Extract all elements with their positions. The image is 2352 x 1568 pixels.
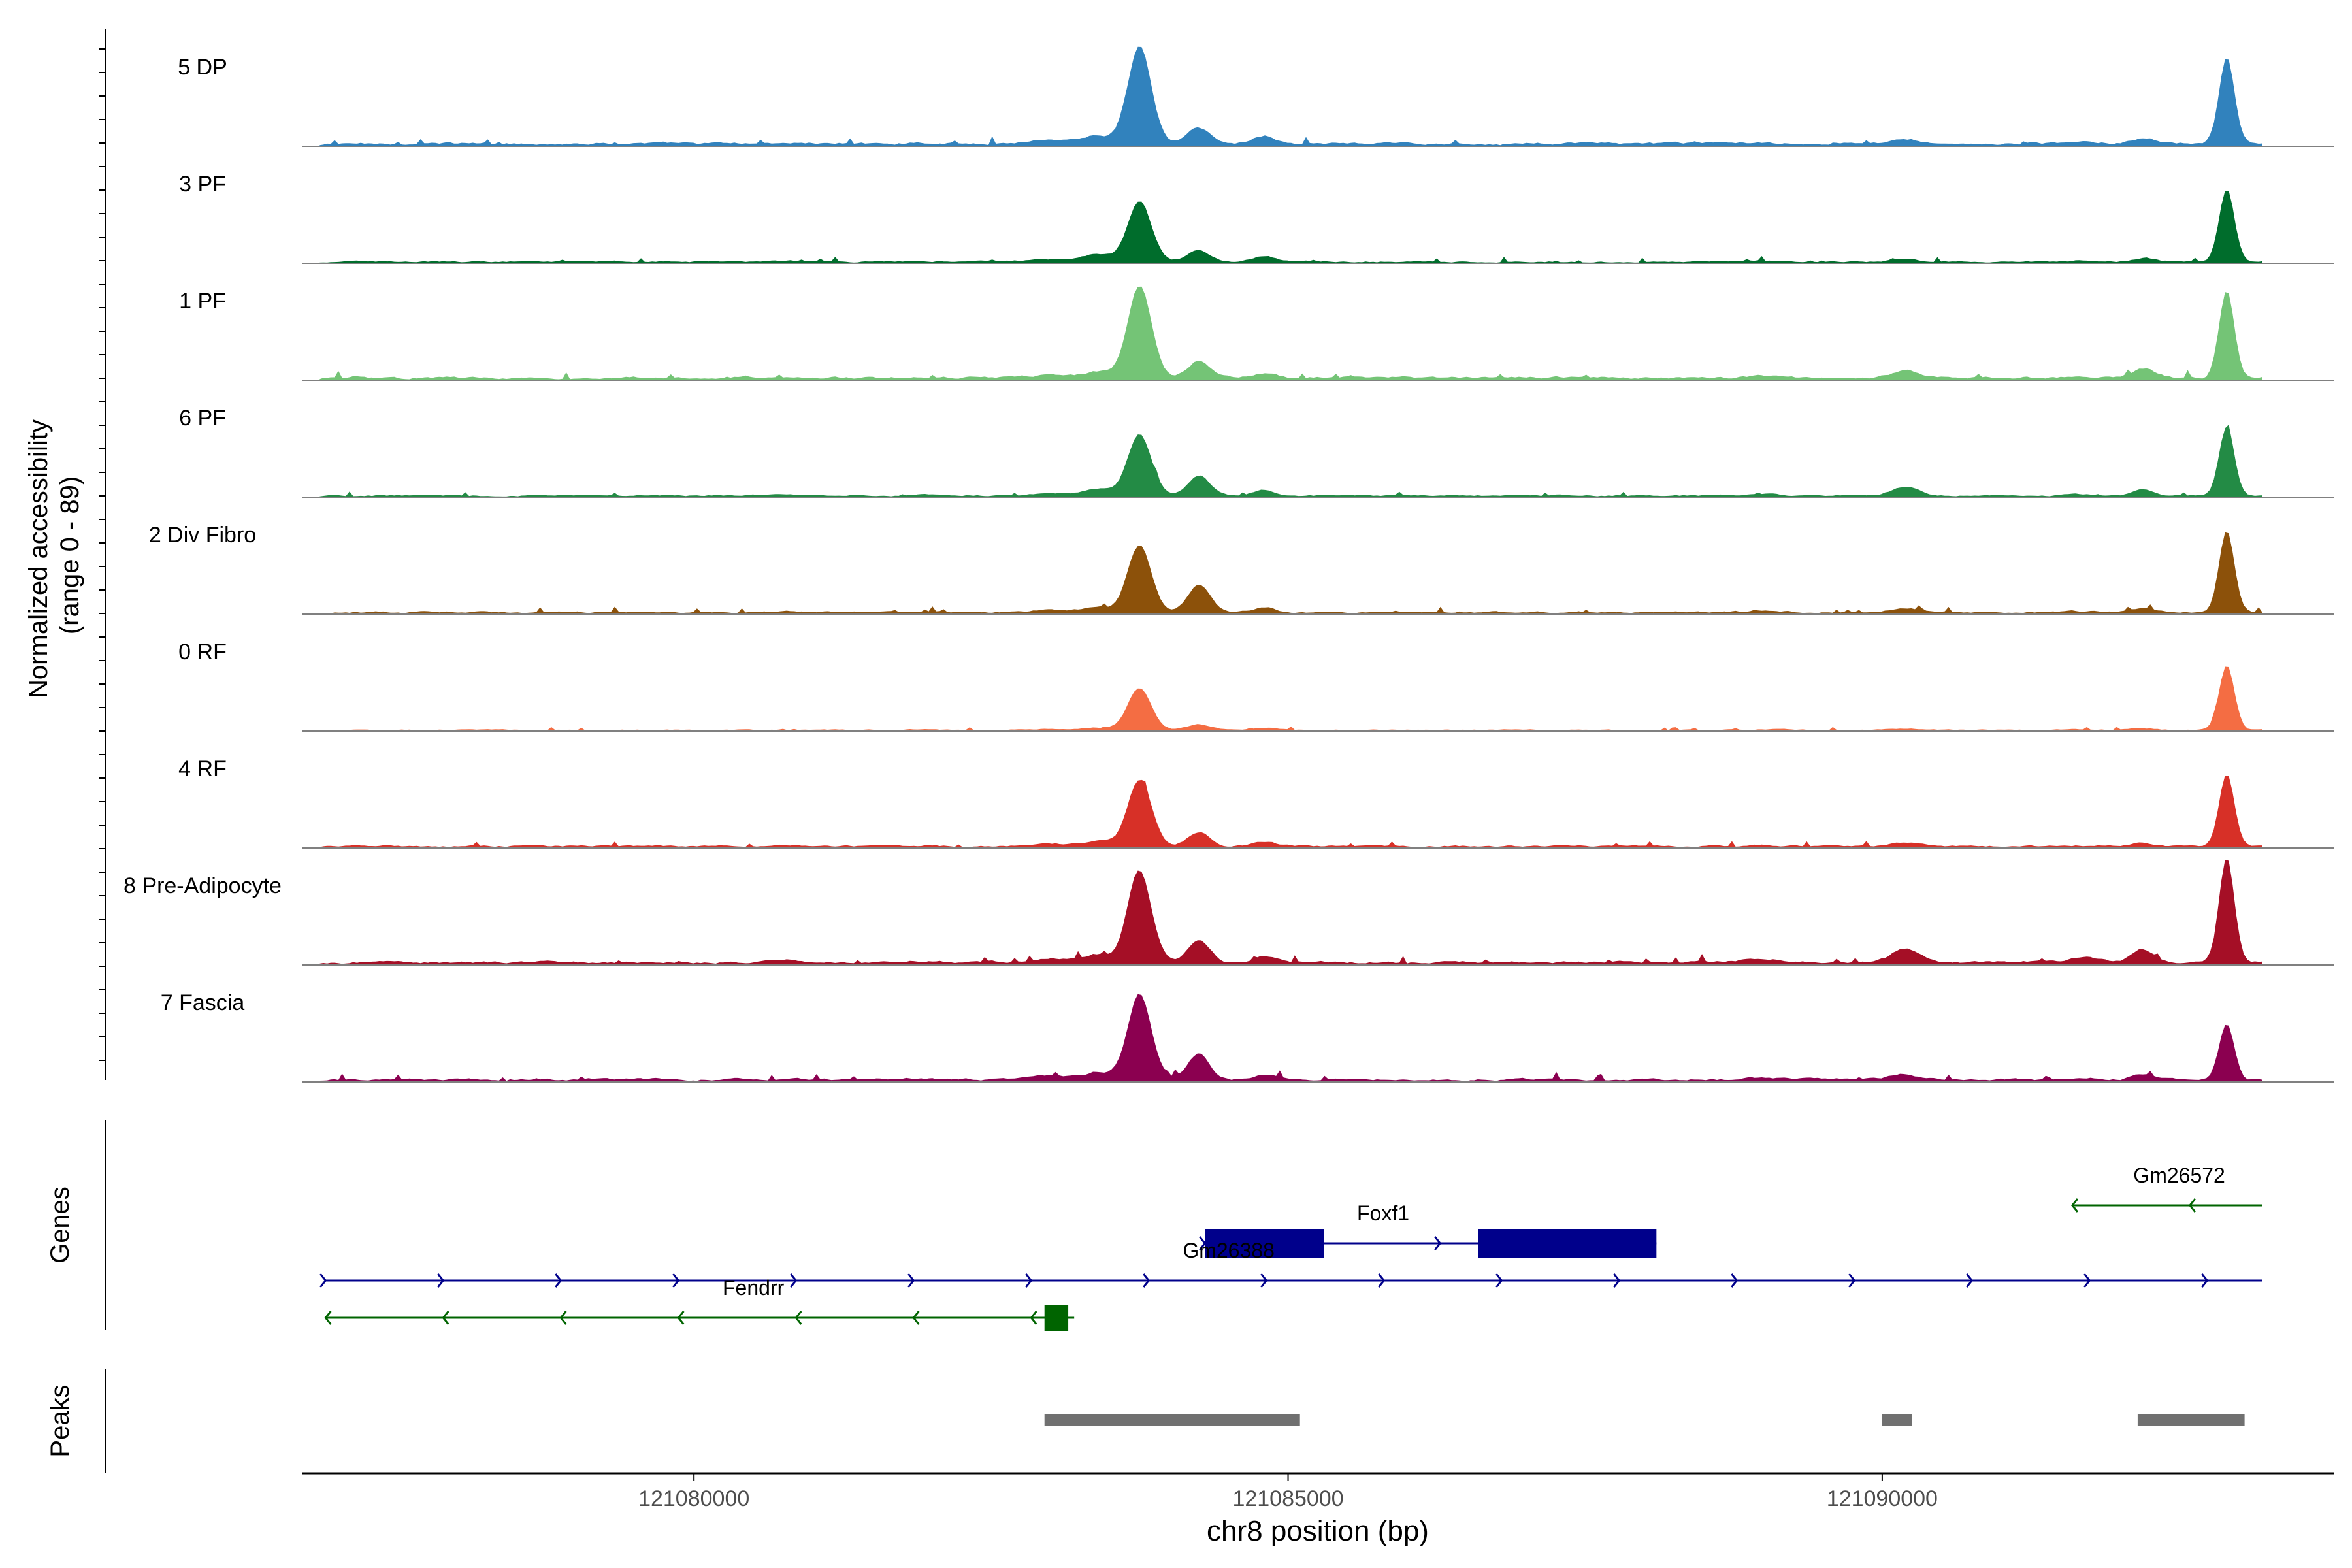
track-1-pf: 1 PF — [179, 286, 2334, 381]
peak-region — [1882, 1414, 1912, 1426]
strand-arrow — [1030, 1311, 1037, 1325]
strand-arrow — [1848, 1273, 1856, 1288]
strand-arrow — [1966, 1273, 1974, 1288]
strand-arrow — [672, 1273, 680, 1288]
track-7-fascia: 7 Fascia — [161, 990, 2334, 1083]
track-3-pf: 3 PF — [179, 172, 2334, 264]
track-6-pf: 6 PF — [179, 406, 2334, 498]
exon — [1044, 1305, 1069, 1331]
y-axis-label-line-1: Normalized accessibility — [24, 419, 53, 698]
track-4-rf: 4 RF — [178, 757, 2334, 849]
gene-gm26572: Gm26572 — [2070, 1164, 2262, 1213]
strand-arrow — [1143, 1273, 1151, 1288]
genes-panel: Genes Gm26572 Foxf1 Gm26388 Fendrr — [46, 1120, 2262, 1331]
strand-arrow — [907, 1273, 915, 1288]
track-label: 6 PF — [179, 406, 226, 431]
track-label: 8 Pre-Adipocyte — [123, 874, 282, 898]
strand-arrow — [1434, 1236, 1442, 1250]
strand-arrow — [790, 1273, 798, 1288]
gene-label: Fendrr — [723, 1276, 785, 1299]
strand-arrow — [1613, 1273, 1621, 1288]
x-tick-label: 121085000 — [1232, 1486, 1343, 1511]
track-label: 0 RF — [178, 640, 227, 664]
track-label: 2 Div Fibro — [149, 523, 256, 547]
x-tick-label: 121080000 — [638, 1486, 749, 1511]
coverage-panel: 5 DP 3 PF 1 PF 6 PF 2 Div Fibro 0 RF 4 RF 8 Pre… — [24, 29, 2334, 1083]
x-tick-label: 121090000 — [1827, 1486, 1938, 1511]
track-label: 1 PF — [179, 289, 226, 314]
strand-arrow — [442, 1311, 449, 1325]
x-axis: 121080000 121085000 121090000 chr8 positio… — [302, 1472, 2334, 1547]
gene-label: Foxf1 — [1357, 1201, 1409, 1225]
strand-arrow — [319, 1273, 327, 1288]
strand-arrow — [794, 1311, 802, 1325]
coverage-y-axis-ticks — [99, 48, 105, 1061]
exon — [1205, 1229, 1324, 1258]
strand-arrow — [912, 1311, 920, 1325]
gene-annotations: Gm26572 Foxf1 Gm26388 Fendrr — [319, 1164, 2262, 1331]
track-2-div-fibro: 2 Div Fibro — [149, 523, 2334, 615]
strand-arrow — [324, 1311, 332, 1325]
y-axis-label-line-2: (range 0 - 89) — [56, 476, 84, 634]
strand-arrow — [559, 1311, 567, 1325]
peak-region — [1044, 1414, 1300, 1426]
peak-region — [2137, 1414, 2245, 1426]
gene-fendrr: Fendrr — [324, 1276, 1075, 1331]
strand-arrow — [1260, 1273, 1268, 1288]
gene-foxf1: Foxf1 — [1199, 1201, 1657, 1258]
x-axis-label: chr8 position (bp) — [1207, 1515, 1429, 1547]
strand-arrow — [677, 1311, 685, 1325]
strand-arrow — [2188, 1198, 2197, 1213]
gene-label: Gm26388 — [1183, 1239, 1275, 1262]
coverage-tracks: 5 DP 3 PF 1 PF 6 PF 2 Div Fibro 0 RF 4 RF 8 Pre… — [123, 46, 2334, 1083]
strand-arrow — [1025, 1273, 1033, 1288]
track-0-rf: 0 RF — [178, 640, 2334, 732]
strand-arrow — [555, 1273, 563, 1288]
genes-track-label: Genes — [46, 1186, 74, 1264]
strand-arrow — [437, 1273, 445, 1288]
x-axis-ticks: 121080000 121085000 121090000 — [638, 1473, 1938, 1511]
peaks-panel: Peaks — [46, 1369, 2245, 1473]
peaks-track-label: Peaks — [46, 1384, 74, 1457]
y-axis-label: Normalized accessibility (range 0 - 89) — [24, 412, 84, 698]
strand-arrow — [2201, 1273, 2209, 1288]
exon — [1478, 1229, 1657, 1258]
track-8-pre-adipocyte: 8 Pre-Adipocyte — [123, 859, 2334, 966]
strand-arrow — [1199, 1236, 1207, 1250]
strand-arrow — [2070, 1198, 2079, 1213]
peak-regions — [1044, 1414, 2245, 1426]
gene-label: Gm26572 — [2133, 1164, 2225, 1187]
track-label: 7 Fascia — [161, 990, 245, 1015]
track-label: 3 PF — [179, 172, 226, 197]
strand-arrow — [2083, 1273, 2091, 1288]
strand-arrow — [1495, 1273, 1503, 1288]
gene-gm26388: Gm26388 — [319, 1239, 2262, 1288]
track-5-dp: 5 DP — [178, 46, 2334, 147]
track-label: 4 RF — [178, 757, 227, 781]
strand-arrow — [1731, 1273, 1739, 1288]
track-label: 5 DP — [178, 55, 227, 80]
strand-arrow — [1378, 1273, 1386, 1288]
